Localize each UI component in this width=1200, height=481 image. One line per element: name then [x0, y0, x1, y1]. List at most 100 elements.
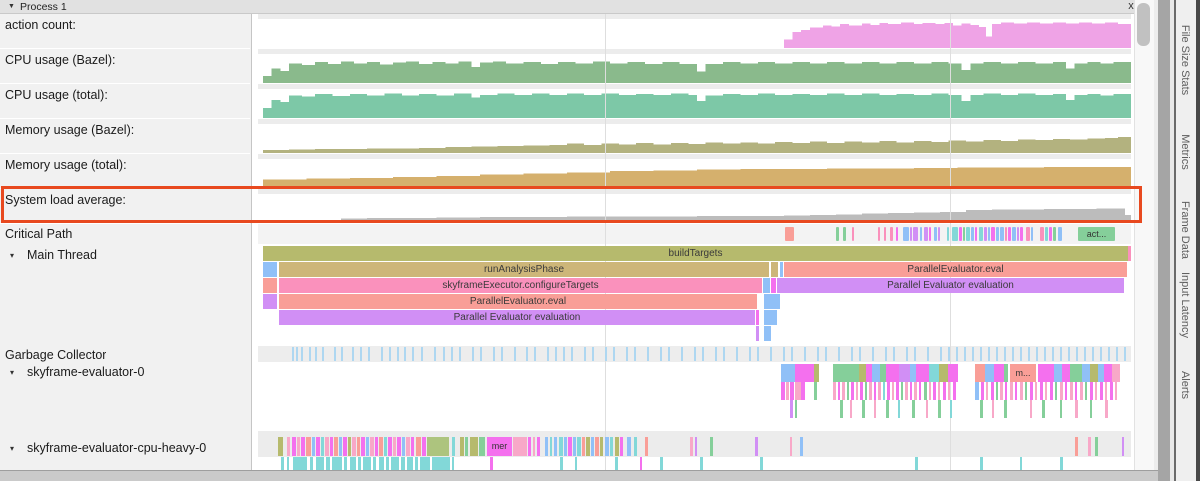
gc-tick[interactable]: [804, 347, 806, 361]
trace-slice[interactable]: [591, 437, 594, 456]
trace-slice[interactable]: [402, 437, 405, 456]
gc-tick[interactable]: [715, 347, 717, 361]
thread-row-skyframe-evaluator-cpu-heavy-0[interactable]: ▾ skyframe-evaluator-cpu-heavy-0: [0, 440, 250, 457]
trace-slice[interactable]: [886, 400, 889, 418]
trace-slice[interactable]: [986, 382, 988, 400]
gc-tick[interactable]: [940, 347, 942, 361]
trace-slice[interactable]: [1075, 437, 1078, 456]
trace-slice[interactable]: [513, 437, 527, 456]
trace-slice[interactable]: [470, 437, 478, 456]
trace-slice[interactable]: [1115, 382, 1117, 400]
trace-slice[interactable]: [615, 457, 618, 476]
trace-slice[interactable]: [465, 437, 468, 456]
collapse-arrow-icon[interactable]: ▾: [10, 251, 15, 260]
gc-tick[interactable]: [736, 347, 738, 361]
critical-path-segment[interactable]: [884, 227, 886, 241]
critical-path-segment[interactable]: [1017, 227, 1019, 241]
close-icon[interactable]: x: [1128, 0, 1134, 12]
gc-tick[interactable]: [859, 347, 861, 361]
gc-tick[interactable]: [668, 347, 670, 361]
critical-path-segment[interactable]: [1040, 227, 1044, 241]
gc-tick[interactable]: [368, 347, 370, 361]
trace-slice[interactable]: [422, 437, 426, 456]
trace-slice[interactable]: [533, 437, 535, 456]
trace-slice[interactable]: [1082, 364, 1090, 382]
critical-path-segment[interactable]: [1026, 227, 1030, 241]
trace-slice[interactable]: [1090, 400, 1092, 418]
trace-slice[interactable]: [1015, 382, 1017, 400]
gc-tick[interactable]: [972, 347, 974, 361]
gc-tick[interactable]: [927, 347, 929, 361]
gc-tick[interactable]: [315, 347, 317, 361]
gc-tick[interactable]: [1028, 347, 1030, 361]
gc-tick[interactable]: [1036, 347, 1038, 361]
trace-slice[interactable]: [833, 382, 836, 400]
trace-slice[interactable]: [980, 400, 983, 418]
trace-slice[interactable]: [996, 382, 998, 400]
trace-slice[interactable]: [874, 400, 876, 418]
gc-tick[interactable]: [783, 347, 785, 361]
critical-path-segment[interactable]: [1045, 227, 1048, 241]
trace-slice[interactable]: [363, 457, 371, 476]
trace-slice[interactable]: [1105, 400, 1108, 418]
trace-slice[interactable]: [781, 382, 785, 400]
trace-slice[interactable]: [310, 457, 313, 476]
critical-path-segment[interactable]: [988, 227, 990, 241]
trace-slice[interactable]: [415, 457, 418, 476]
critical-path-segment[interactable]: [852, 227, 854, 241]
trace-slice[interactable]: [795, 382, 801, 400]
trace-slice[interactable]: [690, 437, 693, 456]
trace-slice[interactable]: [452, 457, 454, 476]
trace-slice[interactable]: [795, 400, 797, 418]
gc-tick[interactable]: [702, 347, 704, 361]
critical-path-segment[interactable]: [1031, 227, 1033, 241]
trace-span[interactable]: [764, 326, 771, 341]
critical-path-segment[interactable]: [947, 227, 949, 241]
gc-tick[interactable]: [885, 347, 887, 361]
trace-slice[interactable]: [915, 457, 918, 476]
trace-slice[interactable]: [898, 400, 900, 418]
gc-tick[interactable]: [914, 347, 916, 361]
trace-slice[interactable]: [1100, 382, 1103, 400]
gc-tick[interactable]: [592, 347, 594, 361]
trace-slice[interactable]: [1038, 364, 1054, 382]
trace-slice[interactable]: [416, 437, 421, 456]
trace-slice-m[interactable]: m...: [1010, 364, 1036, 382]
gc-tick[interactable]: [322, 347, 324, 361]
trace-slice[interactable]: [1004, 364, 1008, 382]
critical-path-segment[interactable]: [934, 227, 937, 241]
trace-slice[interactable]: [878, 382, 881, 400]
trace-slice[interactable]: [938, 382, 940, 400]
gc-tick[interactable]: [647, 347, 649, 361]
trace-span[interactable]: [771, 278, 776, 293]
gc-tick[interactable]: [296, 347, 298, 361]
gc-tick[interactable]: [723, 347, 725, 361]
trace-slice[interactable]: [1045, 382, 1047, 400]
trace-slice[interactable]: [992, 400, 994, 418]
trace-slice[interactable]: [695, 437, 697, 456]
trace-slice[interactable]: [1098, 364, 1104, 382]
trace-slice[interactable]: [479, 437, 485, 456]
gc-tick[interactable]: [412, 347, 414, 361]
gc-tick[interactable]: [292, 347, 294, 361]
trace-slice[interactable]: [401, 457, 405, 476]
trace-slice[interactable]: [1055, 382, 1057, 400]
critical-path-segment[interactable]: [1008, 227, 1011, 241]
trace-slice[interactable]: [375, 437, 378, 456]
trace-slice[interactable]: [379, 437, 383, 456]
trace-slice[interactable]: [348, 437, 351, 456]
critical-path-segment[interactable]: [910, 227, 912, 241]
trace-slice[interactable]: [545, 437, 548, 456]
trace-slice[interactable]: [595, 437, 599, 456]
trace-slice[interactable]: [615, 437, 619, 456]
critical-path-segment[interactable]: [903, 227, 909, 241]
trace-slice[interactable]: [800, 437, 803, 456]
trace-slice[interactable]: [790, 400, 793, 418]
gc-tick[interactable]: [825, 347, 827, 361]
gc-tick[interactable]: [694, 347, 696, 361]
critical-path-segment[interactable]: [952, 227, 958, 241]
trace-slice[interactable]: [840, 400, 843, 418]
trace-slice[interactable]: [281, 457, 284, 476]
trace-slice[interactable]: [1112, 364, 1120, 382]
trace-slice[interactable]: [862, 400, 865, 418]
